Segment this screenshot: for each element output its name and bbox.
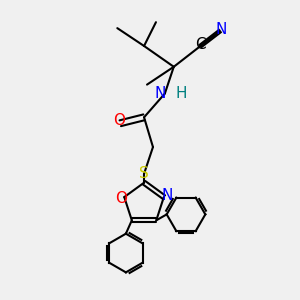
Text: N: N [155, 86, 166, 101]
Text: S: S [139, 166, 148, 181]
Text: N: N [162, 188, 173, 203]
Text: H: H [175, 86, 187, 101]
Text: O: O [113, 113, 125, 128]
Text: N: N [216, 22, 227, 37]
Text: C: C [195, 37, 206, 52]
Text: O: O [115, 191, 127, 206]
